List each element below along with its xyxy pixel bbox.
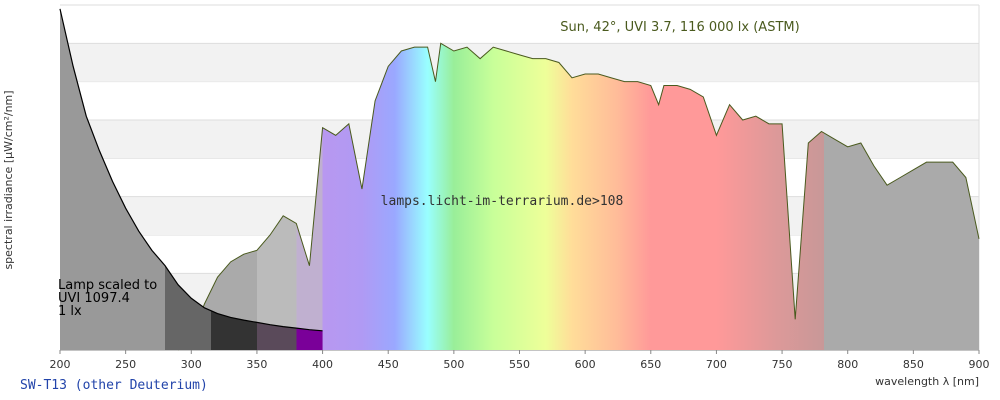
lamp-label: Lamp scaled to (58, 278, 157, 293)
series-line (177, 42, 980, 351)
series-area (60, 8, 323, 350)
x-tick-label: 350 (246, 358, 267, 371)
x-tick-label: 600 (575, 358, 596, 371)
series-area (178, 43, 979, 350)
x-tick-label: 800 (837, 358, 858, 371)
x-tick-label: 400 (312, 358, 333, 371)
series-line (59, 8, 323, 332)
watermark: lamps.licht-im-terrarium.de>108 (381, 194, 624, 209)
plot (59, 8, 980, 351)
lamp-label: 1 lx (58, 304, 82, 319)
x-tick-label: 550 (509, 358, 530, 371)
x-tick-label: 900 (969, 358, 990, 371)
chart-title: Sun, 42°, UVI 3.7, 116 000 lx (ASTM) (560, 20, 799, 35)
x-tick-label: 650 (640, 358, 661, 371)
footer: SW-T13 (other Deuterium) (20, 378, 208, 393)
x-tick-label: 250 (115, 358, 136, 371)
x-tick-label: 750 (772, 358, 793, 371)
lamp-label: UVI 1097.4 (58, 291, 130, 306)
x-tick-label: 850 (903, 358, 924, 371)
x-tick-label: 500 (443, 358, 464, 371)
x-axis-label: wavelength λ [nm] (875, 375, 979, 388)
x-tick-label: 450 (378, 358, 399, 371)
x-tick-label: 200 (50, 358, 71, 371)
y-axis-label: spectral irradiance [µW/cm²/nm] (2, 90, 15, 269)
x-tick-label: 300 (181, 358, 202, 371)
x-tick-label: 700 (706, 358, 727, 371)
